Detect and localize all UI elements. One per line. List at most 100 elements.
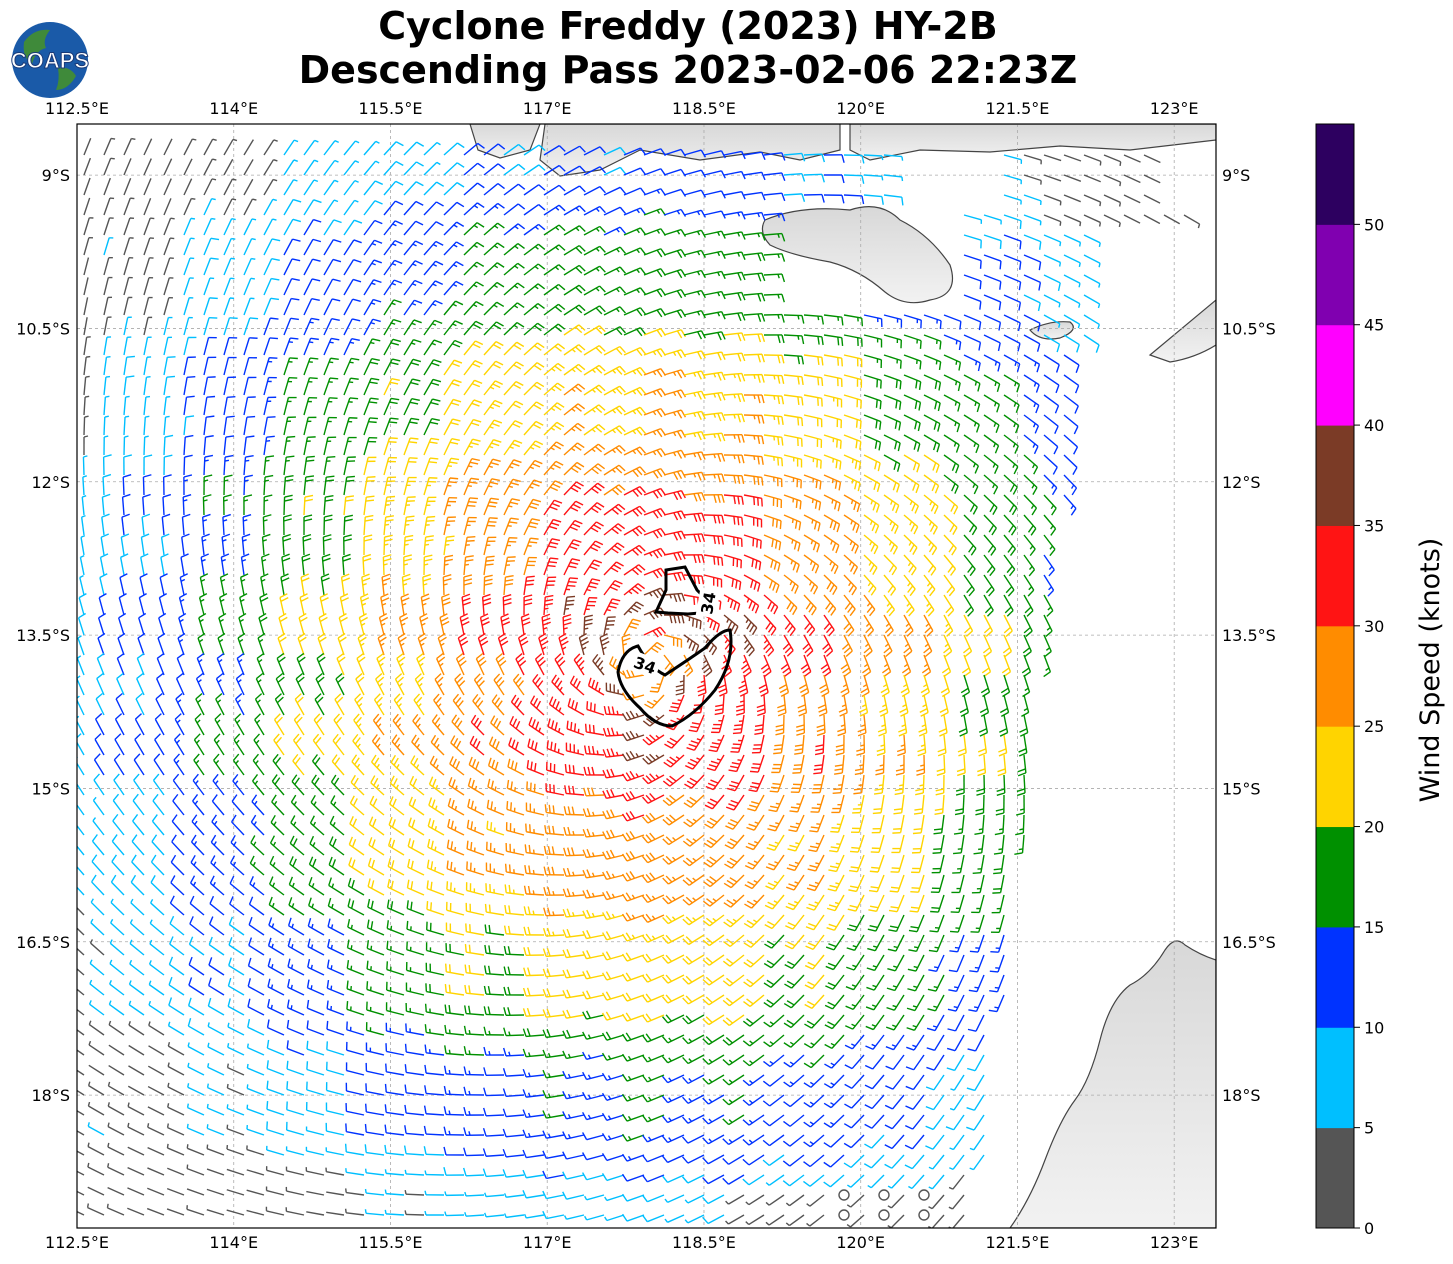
wind-barb: [443, 162, 465, 176]
wind-barb: [183, 217, 196, 236]
wind-barb: [1063, 254, 1081, 268]
wind-barb: [743, 292, 766, 302]
colorbar-segment: [1316, 1027, 1354, 1129]
wind-barb: [423, 240, 444, 256]
wind-barb: [123, 276, 133, 296]
wind-barb: [303, 258, 321, 276]
wind-barb: [543, 204, 566, 216]
wind-barb: [1023, 274, 1042, 291]
wind-barb: [963, 254, 982, 269]
wind-barb: [283, 139, 299, 156]
wind-barb: [1063, 234, 1082, 247]
wind-barb: [763, 273, 786, 283]
wind-barb: [1143, 214, 1161, 225]
wind-barb: [123, 197, 135, 216]
wind-barb: [103, 296, 113, 316]
colorbar-tick-label: 50: [1364, 215, 1384, 234]
wind-barb: [83, 138, 92, 156]
wind-barb: [263, 159, 278, 176]
wind-barb: [103, 237, 114, 256]
wind-barb: [563, 244, 586, 256]
wind-barb: [743, 171, 766, 181]
wind-barb: [383, 259, 403, 276]
wind-barb: [323, 179, 339, 196]
wind-barb: [483, 183, 505, 196]
wind-barb: [1063, 194, 1081, 203]
wind-barb: [223, 218, 236, 236]
island-rote: [1029, 321, 1074, 340]
wind-barb: [583, 166, 606, 176]
lon-tick-label-bottom: 117°E: [523, 1233, 572, 1252]
wind-barb: [123, 178, 132, 196]
wind-barb: [583, 245, 606, 256]
colorbar-tick-label: 20: [1364, 818, 1384, 837]
colorbar-segment: [1316, 525, 1354, 627]
colorbar-segment: [1316, 425, 1354, 526]
wind-barb: [723, 170, 746, 180]
wind-barb: [823, 174, 845, 184]
wind-barb: [483, 143, 506, 156]
wind-barb: [723, 251, 746, 260]
wind-barb: [1083, 274, 1101, 288]
wind-barb: [403, 181, 424, 196]
wind-barb: [483, 222, 505, 236]
colorbar-tick-label: 35: [1364, 516, 1384, 535]
wind-barb: [763, 192, 786, 202]
wind-barb: [323, 258, 342, 276]
wind-barb: [1063, 174, 1082, 182]
wind-barb: [183, 158, 193, 176]
wind-barb: [603, 246, 627, 256]
wind-barb: [723, 211, 746, 220]
lat-tick-label-left: 16.5°S: [16, 933, 70, 952]
title-line-2: Descending Pass 2023-02-06 22:23Z: [298, 48, 1078, 92]
colorbar-segment: [1316, 726, 1354, 828]
wind-barb: [523, 223, 546, 236]
wind-barb: [823, 194, 845, 204]
wind-barb: [443, 182, 465, 196]
lat-tick-label-right: 13.5°S: [1222, 626, 1276, 645]
wind-barb: [583, 146, 606, 156]
wind-barb: [243, 277, 255, 296]
wind-barb: [623, 267, 647, 276]
wind-barb: [123, 158, 132, 176]
wind-barb: [323, 219, 342, 236]
wind-barb: [243, 238, 256, 256]
colorbar-segment: [1316, 1127, 1354, 1229]
wind-barb: [343, 179, 359, 196]
wind-barb: [1063, 274, 1081, 288]
lon-tick-label-top: 112.5°E: [45, 99, 109, 118]
colorbar-label: Wind Speed (knots): [1415, 538, 1446, 803]
wind-barb: [83, 177, 91, 196]
wind-barb: [243, 297, 255, 316]
wind-barb: [1103, 194, 1122, 207]
wind-barb: [523, 144, 546, 156]
wind-barb: [1183, 214, 1201, 229]
wind-barb: [683, 169, 707, 178]
wind-barb: [203, 237, 220, 256]
wind-barb: [723, 291, 746, 301]
wind-barb: [183, 178, 193, 196]
wind-barb: [383, 160, 404, 176]
wind-barb: [603, 286, 626, 296]
wind-barb: [783, 152, 806, 162]
island-sumba: [761, 206, 954, 304]
wind-barb: [363, 140, 380, 156]
wind-barb: [863, 154, 884, 161]
colorbar-label-text: Wind Speed (knots): [1415, 538, 1446, 803]
wind-barb: [243, 257, 256, 276]
wind-barb: [963, 234, 982, 249]
wind-barb: [123, 296, 133, 316]
wind-barb: [343, 140, 360, 156]
wind-barb: [143, 178, 152, 196]
wind-barb: [603, 166, 627, 176]
wind-barb: [503, 163, 526, 176]
wind-barb: [723, 190, 746, 200]
wind-barb: [303, 238, 322, 256]
wind-barb: [183, 297, 194, 316]
lat-tick-label-right: 9°S: [1222, 166, 1250, 185]
wind-barb: [543, 184, 566, 196]
wind-barb: [583, 186, 606, 196]
wind-barb: [823, 154, 845, 163]
wind-barb: [403, 161, 424, 176]
